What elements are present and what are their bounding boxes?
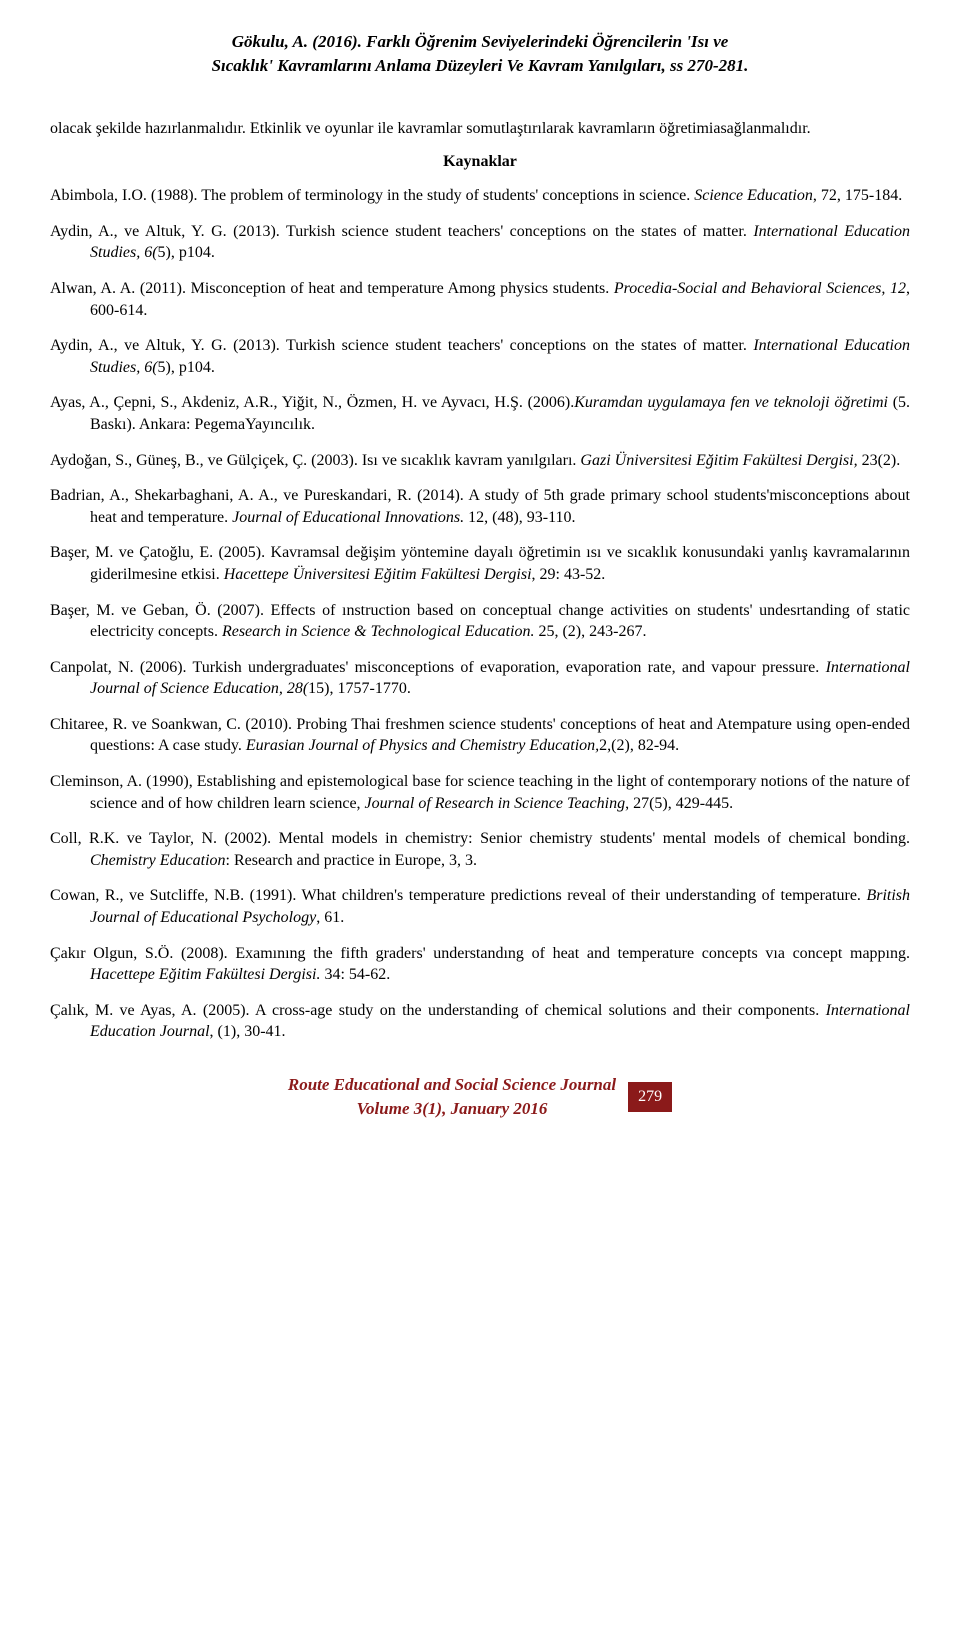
reference-italic: Journal of Research in Science Teaching xyxy=(365,795,626,812)
body-paragraph: olacak şekilde hazırlanmalıdır. Etkinlik… xyxy=(50,118,910,140)
reference-text: Cowan, R., ve Sutcliffe, N.B. (1991). Wh… xyxy=(50,887,866,904)
reference-italic: Journal of Educational Innovations. xyxy=(232,509,468,526)
reference-italic: Eurasian Journal of Physics and Chemistr… xyxy=(246,737,599,754)
reference-text: Ayas, A., Çepni, S., Akdeniz, A.R., Yiği… xyxy=(50,394,574,411)
reference-text: Aydoğan, S., Güneş, B., ve Gülçiçek, Ç. … xyxy=(50,452,580,469)
reference-text: Coll, R.K. ve Taylor, N. (2002). Mental … xyxy=(50,830,910,847)
reference-italic: Hacettepe Eğitim Fakültesi Dergisi. xyxy=(90,966,324,983)
reference-italic: Science Education xyxy=(694,187,813,204)
reference-text: , 61. xyxy=(316,909,344,926)
reference-text: 23(2). xyxy=(862,452,901,469)
reference-item: Başer, M. ve Çatoğlu, E. (2005). Kavrams… xyxy=(50,542,910,585)
reference-item: Aydin, A., ve Altuk, Y. G. (2013). Turki… xyxy=(50,221,910,264)
reference-item: Aydoğan, S., Güneş, B., ve Gülçiçek, Ç. … xyxy=(50,450,910,472)
reference-item: Abimbola, I.O. (1988). The problem of te… xyxy=(50,185,910,207)
reference-text: Aydin, A., ve Altuk, Y. G. (2013). Turki… xyxy=(50,223,753,240)
reference-item: Alwan, A. A. (2011). Misconception of he… xyxy=(50,278,910,321)
page-number: 279 xyxy=(628,1082,672,1112)
reference-text: 5), p104. xyxy=(158,244,215,261)
footer-journal-info: Route Educational and Social Science Jou… xyxy=(288,1073,628,1121)
reference-text: : Research and practice in Europe, 3, 3. xyxy=(226,852,477,869)
reference-text: , 29: 43-52. xyxy=(532,566,606,583)
reference-item: Canpolat, N. (2006). Turkish undergradua… xyxy=(50,657,910,700)
reference-text: 15), 1757-1770. xyxy=(308,680,411,697)
page-header: Gökulu, A. (2016). Farklı Öğrenim Seviye… xyxy=(50,30,910,78)
reference-item: Aydin, A., ve Altuk, Y. G. (2013). Turki… xyxy=(50,335,910,378)
reference-italic: Chemistry Education xyxy=(90,852,226,869)
reference-item: Ayas, A., Çepni, S., Akdeniz, A.R., Yiği… xyxy=(50,392,910,435)
reference-item: Cleminson, A. (1990), Establishing and e… xyxy=(50,771,910,814)
reference-item: Çalık, M. ve Ayas, A. (2005). A cross-ag… xyxy=(50,1000,910,1043)
header-line2: Sıcaklık' Kavramlarını Anlama Düzeyleri … xyxy=(212,56,749,75)
reference-text: Çakır Olgun, S.Ö. (2008). Examınıng the … xyxy=(50,945,910,962)
footer-volume-info: Volume 3(1), January 2016 xyxy=(357,1099,548,1118)
page-footer: Route Educational and Social Science Jou… xyxy=(50,1073,910,1121)
reference-text: 5), p104. xyxy=(158,359,215,376)
reference-text: Canpolat, N. (2006). Turkish undergradua… xyxy=(50,659,826,676)
reference-italic: Research in Science & Technological Educ… xyxy=(222,623,539,640)
reference-text: 25, (2), 243-267. xyxy=(538,623,646,640)
footer-journal-name: Route Educational and Social Science Jou… xyxy=(288,1075,616,1094)
reference-text: 2,(2), 82-94. xyxy=(599,737,679,754)
reference-item: Çakır Olgun, S.Ö. (2008). Examınıng the … xyxy=(50,943,910,986)
reference-italic: Hacettepe Üniversitesi Eğitim Fakültesi … xyxy=(224,566,532,583)
reference-text: Alwan, A. A. (2011). Misconception of he… xyxy=(50,280,614,297)
reference-text: , 27(5), 429-445. xyxy=(625,795,733,812)
reference-item: Chitaree, R. ve Soankwan, C. (2010). Pro… xyxy=(50,714,910,757)
reference-text: 34: 54-62. xyxy=(324,966,390,983)
reference-italic: Kuramdan uygulamaya fen ve teknoloji öğr… xyxy=(574,394,892,411)
reference-text: Aydin, A., ve Altuk, Y. G. (2013). Turki… xyxy=(50,337,753,354)
reference-item: Coll, R.K. ve Taylor, N. (2002). Mental … xyxy=(50,828,910,871)
reference-item: Başer, M. ve Geban, Ö. (2007). Effects o… xyxy=(50,600,910,643)
reference-italic: Procedia-Social and Behavioral Sciences,… xyxy=(614,280,906,297)
references-list: Abimbola, I.O. (1988). The problem of te… xyxy=(50,185,910,1043)
reference-item: Cowan, R., ve Sutcliffe, N.B. (1991). Wh… xyxy=(50,885,910,928)
reference-text: Çalık, M. ve Ayas, A. (2005). A cross-ag… xyxy=(50,1002,826,1019)
section-title-references: Kaynaklar xyxy=(50,153,910,171)
reference-text: 12, (48), 93-110. xyxy=(468,509,575,526)
reference-italic: Gazi Üniversitesi Eğitim Fakültesi Dergi… xyxy=(580,452,861,469)
reference-text: Abimbola, I.O. (1988). The problem of te… xyxy=(50,187,694,204)
header-line1: Gökulu, A. (2016). Farklı Öğrenim Seviye… xyxy=(232,32,729,51)
reference-text: , 72, 175-184. xyxy=(813,187,902,204)
reference-text: , (1), 30-41. xyxy=(210,1023,286,1040)
reference-item: Badrian, A., Shekarbaghani, A. A., ve Pu… xyxy=(50,485,910,528)
